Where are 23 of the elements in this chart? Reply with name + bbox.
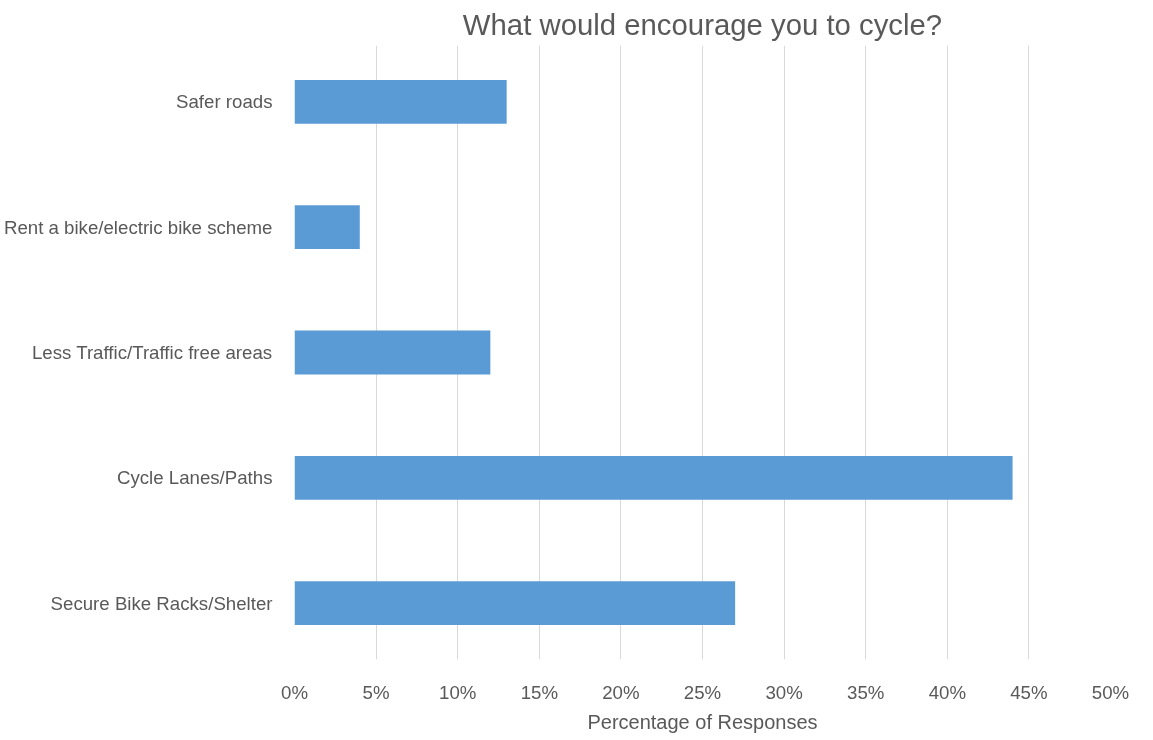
x-axis-title: Percentage of Responses — [587, 710, 818, 733]
x-tick-label: 40% — [928, 681, 966, 703]
y-tick-label: Safer roads — [176, 91, 273, 113]
x-tick-label: 30% — [765, 681, 803, 703]
bar — [294, 79, 507, 124]
x-tick-label: 15% — [520, 681, 558, 703]
x-tick-label: 10% — [439, 681, 477, 703]
x-tick-label: 45% — [1010, 681, 1048, 703]
x-tick-label: 35% — [847, 681, 885, 703]
bar — [294, 581, 736, 626]
y-tick-label: Rent a bike/electric bike scheme — [3, 216, 273, 238]
bar — [294, 205, 360, 250]
chart-title: What would encourage you to cycle? — [462, 7, 943, 41]
y-tick-label: Secure Bike Racks/Shelter — [50, 592, 273, 614]
x-tick-label: 25% — [683, 681, 722, 703]
x-tick-label: 0% — [281, 681, 308, 703]
x-tick-label: 50% — [1091, 681, 1130, 703]
y-tick-label: Cycle Lanes/Paths — [116, 467, 273, 489]
bar — [294, 455, 1013, 500]
y-tick-label: Less Traffic/Traffic free areas — [31, 342, 273, 363]
x-tick-label: 5% — [362, 681, 390, 703]
bar — [294, 330, 491, 375]
x-tick-label: 20% — [602, 681, 640, 703]
